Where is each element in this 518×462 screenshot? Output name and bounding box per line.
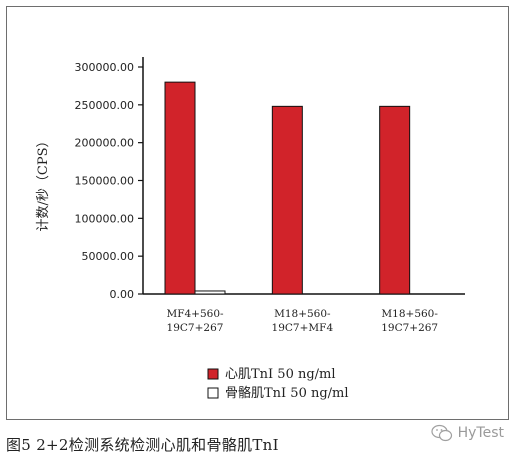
chart-frame: 0.00 50000.00 100000.00 150000.00 200000.00 2… xyxy=(6,6,509,420)
bar-chart: 0.00 50000.00 100000.00 150000.00 200000.00 2… xyxy=(36,57,465,401)
y-axis-label: 计数/秒（CPS） xyxy=(36,135,51,232)
bars xyxy=(164,81,411,295)
wechat-icon xyxy=(431,424,452,442)
watermark: HyTest xyxy=(431,424,504,442)
legend-label-cardiac: 心肌TnI 50 ng/ml xyxy=(225,367,336,382)
legend-label-skeletal: 骨骼肌TnI 50 ng/ml xyxy=(225,385,349,401)
category-label: 19C7+MF4 xyxy=(272,322,334,334)
category-label: 19C7+267 xyxy=(381,322,438,334)
figure-caption: 图5 2+2检测系统检测心肌和骨骼肌TnI xyxy=(6,436,279,454)
category-labels: MF4+560- 19C7+267 M18+560- 19C7+MF4 M18+560-… xyxy=(166,308,438,334)
y-axis: 0.00 50000.00 100000.00 150000.00 200000.00 2… xyxy=(75,57,144,301)
y-tick-label: 300000.00 xyxy=(75,61,135,74)
category-label: MF4+560- xyxy=(166,308,224,320)
y-tick-label: 50000.00 xyxy=(82,250,135,263)
legend-swatch-cardiac xyxy=(207,368,219,380)
category-label: 19C7+267 xyxy=(167,322,224,334)
bar-skeletal-1 xyxy=(194,290,226,295)
bar-cardiac-2 xyxy=(271,105,303,295)
category-label: M18+560- xyxy=(381,308,438,320)
watermark-text: HyTest xyxy=(457,425,504,441)
y-tick-label: 0.00 xyxy=(110,288,135,301)
legend-swatch-skeletal xyxy=(207,387,219,399)
y-tick-label: 100000.00 xyxy=(75,212,135,225)
bar-cardiac-3 xyxy=(379,105,411,295)
bar-cardiac-1 xyxy=(164,81,196,295)
y-tick-label: 150000.00 xyxy=(75,175,135,188)
legend: 心肌TnI 50 ng/ml 骨骼肌TnI 50 ng/ml xyxy=(207,367,349,401)
y-tick-label: 200000.00 xyxy=(75,137,135,150)
category-label: M18+560- xyxy=(274,308,331,320)
y-tick-label: 250000.00 xyxy=(75,99,135,112)
